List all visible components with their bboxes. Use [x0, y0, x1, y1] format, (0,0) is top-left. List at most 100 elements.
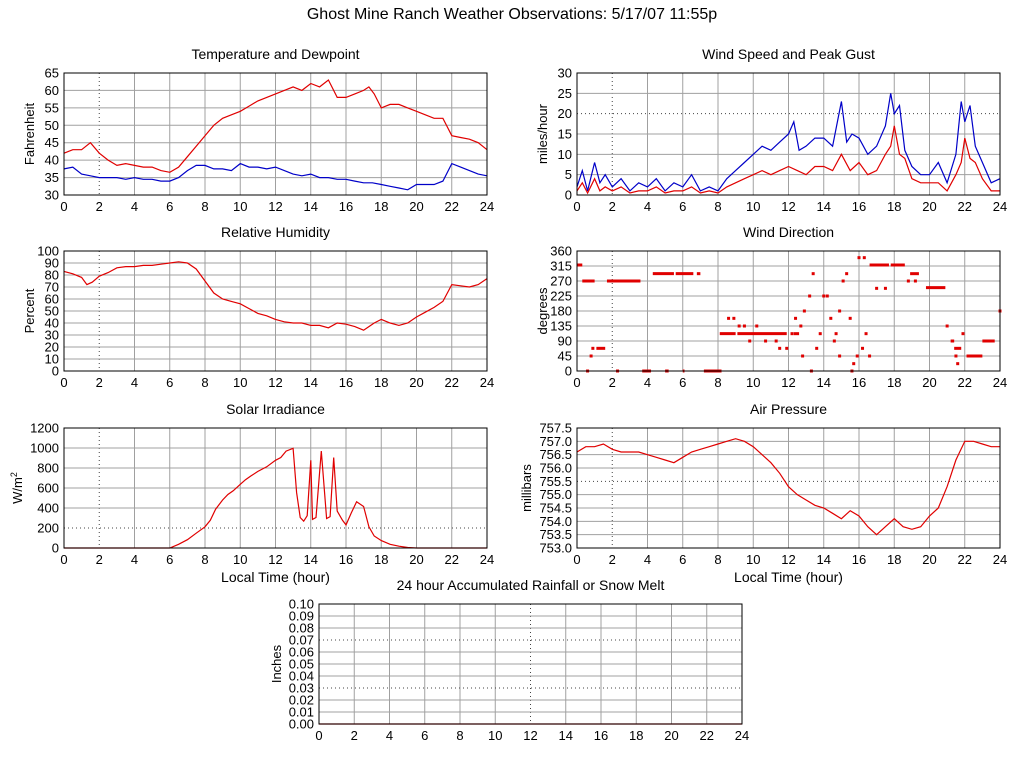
x-tick-label: 2: [609, 375, 616, 390]
direction-point: [799, 324, 803, 328]
direction-point: [778, 346, 782, 350]
y-tick-label: 20: [45, 340, 59, 355]
x-tick-label: 18: [887, 199, 901, 214]
y-tick-label: 200: [37, 521, 59, 536]
x-tick-label: 4: [644, 375, 651, 390]
y-tick-label: 90: [45, 256, 59, 271]
direction-point: [790, 332, 794, 336]
y-tick-label: 30: [558, 66, 572, 81]
y-axis-label: millibars: [519, 464, 534, 512]
y-axis-label: Fahrenheit: [22, 103, 37, 166]
x-tick-label: 12: [268, 199, 282, 214]
x-tick-label: 2: [96, 375, 103, 390]
x-tick-label: 12: [781, 375, 795, 390]
direction-point: [808, 294, 812, 298]
y-tick-label: 10: [45, 352, 59, 367]
y-axis-label: miles/hour: [535, 103, 550, 164]
x-tick-label: 2: [609, 552, 616, 567]
chart-title: Temperature and Dewpoint: [191, 46, 359, 62]
plot-frame: [63, 250, 488, 372]
y-tick-label: 315: [550, 259, 572, 274]
y-tick-label: 45: [558, 349, 572, 364]
direction-point: [945, 324, 949, 328]
y-tick-label: 60: [45, 83, 59, 98]
x-tick-label: 24: [993, 552, 1007, 567]
direction-point: [748, 339, 752, 343]
x-tick-label: 0: [573, 199, 580, 214]
y-tick-label: 270: [550, 274, 572, 289]
x-tick-label: 10: [233, 552, 247, 567]
x-tick-label: 24: [993, 375, 1007, 390]
y-tick-label: 757.0: [539, 434, 572, 449]
chart-title: 24 hour Accumulated Rainfall or Snow Mel…: [397, 577, 665, 593]
series-line-red: [576, 438, 1000, 536]
y-tick-label: 757.5: [539, 421, 572, 436]
direction-point: [589, 354, 593, 358]
y-axis-label: W/m2: [9, 472, 25, 504]
x-tick-label: 2: [609, 199, 616, 214]
x-tick-label: 2: [96, 199, 103, 214]
x-tick-label: 0: [60, 375, 67, 390]
x-tick-label: 18: [629, 728, 643, 743]
x-tick-label: 8: [714, 552, 721, 567]
chart-title: Air Pressure: [750, 401, 827, 417]
y-tick-label: 180: [550, 304, 572, 319]
x-tick-label: 24: [480, 199, 494, 214]
direction-point: [961, 332, 965, 336]
x-tick-label: 10: [746, 375, 760, 390]
x-tick-label: 18: [374, 199, 388, 214]
series-line-blue: [576, 93, 1001, 192]
x-tick-label: 14: [817, 552, 831, 567]
x-tick-label: 16: [339, 199, 353, 214]
y-tick-label: 360: [550, 244, 572, 259]
series-line-red: [63, 79, 488, 173]
y-tick-label: 753.0: [539, 541, 572, 556]
x-tick-label: 0: [60, 552, 67, 567]
plot-frame: [63, 72, 488, 196]
x-tick-label: 2: [96, 552, 103, 567]
x-tick-label: 6: [421, 728, 428, 743]
chart-title: Wind Direction: [743, 224, 834, 240]
direction-point: [794, 316, 798, 320]
y-tick-label: 10: [558, 147, 572, 162]
direction-point: [818, 332, 822, 336]
x-tick-label: 20: [922, 552, 936, 567]
x-tick-label: 16: [852, 199, 866, 214]
y-tick-label: 40: [45, 316, 59, 331]
y-tick-label: 0.04: [289, 669, 314, 684]
x-tick-label: 14: [304, 199, 318, 214]
x-tick-label: 18: [374, 375, 388, 390]
x-tick-label: 0: [573, 552, 580, 567]
direction-point: [785, 346, 789, 350]
x-tick-label: 22: [958, 552, 972, 567]
y-tick-label: 90: [558, 334, 572, 349]
y-tick-label: 600: [37, 481, 59, 496]
x-tick-label: 6: [679, 552, 686, 567]
direction-point: [802, 309, 806, 313]
direction-point: [832, 339, 836, 343]
y-tick-label: 20: [558, 106, 572, 121]
direction-point: [954, 354, 958, 358]
direction-point: [862, 256, 866, 260]
plot-frame: [576, 250, 1001, 372]
y-tick-label: 0.06: [289, 645, 314, 660]
y-tick-label: 754.5: [539, 501, 572, 516]
y-tick-label: 0.03: [289, 681, 314, 696]
y-tick-label: 40: [45, 153, 59, 168]
y-tick-label: 225: [550, 289, 572, 304]
x-tick-label: 6: [166, 552, 173, 567]
y-tick-label: 1200: [30, 421, 59, 436]
y-tick-label: 0.07: [289, 633, 314, 648]
y-tick-label: 0.08: [289, 621, 314, 636]
direction-point: [829, 316, 833, 320]
direction-point: [845, 272, 849, 276]
x-tick-label: 10: [488, 728, 502, 743]
x-tick-label: 6: [166, 375, 173, 390]
y-tick-label: 15: [558, 127, 572, 142]
y-tick-label: 0.09: [289, 609, 314, 624]
x-tick-label: 18: [887, 552, 901, 567]
direction-point: [727, 316, 731, 320]
series-line-red: [576, 125, 1000, 195]
y-axis-label: Inches: [269, 644, 284, 683]
